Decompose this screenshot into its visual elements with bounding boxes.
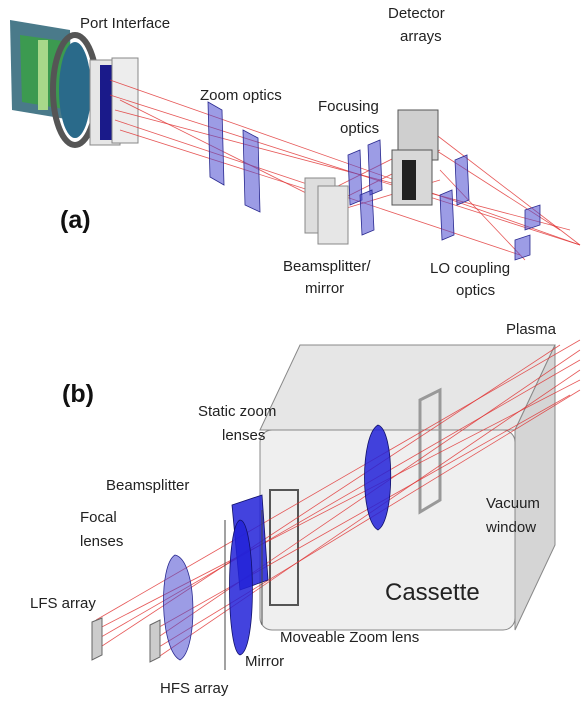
diagram: (a) Port Interface Zoom optics Detector … [0, 0, 586, 702]
panel-label: (a) [60, 206, 91, 234]
annotation: optics [340, 120, 379, 137]
annotation: Cassette [385, 579, 480, 606]
annotation: window [485, 519, 536, 536]
panel-label: (b) [62, 380, 94, 408]
annotation: Zoom optics [200, 87, 282, 104]
annotation: Port Interface [80, 15, 170, 32]
annotation: arrays [400, 28, 442, 45]
detector-arrays-a [392, 110, 438, 205]
annotation: lenses [222, 427, 265, 444]
annotation: Plasma [506, 321, 557, 338]
port-interface-hardware [10, 20, 138, 145]
detector-arrays-b [92, 618, 160, 662]
annotation: lenses [80, 533, 123, 550]
annotation: Beamsplitter [106, 477, 189, 494]
annotation: Focal [80, 509, 117, 526]
annotation: Vacuum [486, 495, 540, 512]
annotation: HFS array [160, 680, 229, 697]
annotation: Moveable Zoom lens [280, 629, 419, 646]
annotation: optics [456, 282, 495, 299]
annotation: Mirror [245, 653, 284, 670]
annotation: LFS array [30, 595, 96, 612]
annotation: Focusing [318, 98, 379, 115]
beamsplitter-a [305, 178, 348, 244]
annotation: mirror [305, 280, 344, 297]
annotation: LO coupling [430, 260, 510, 277]
annotation: Beamsplitter/ [283, 258, 371, 275]
annotation: Static zoom [198, 403, 276, 420]
annotation: Detector [388, 5, 445, 22]
